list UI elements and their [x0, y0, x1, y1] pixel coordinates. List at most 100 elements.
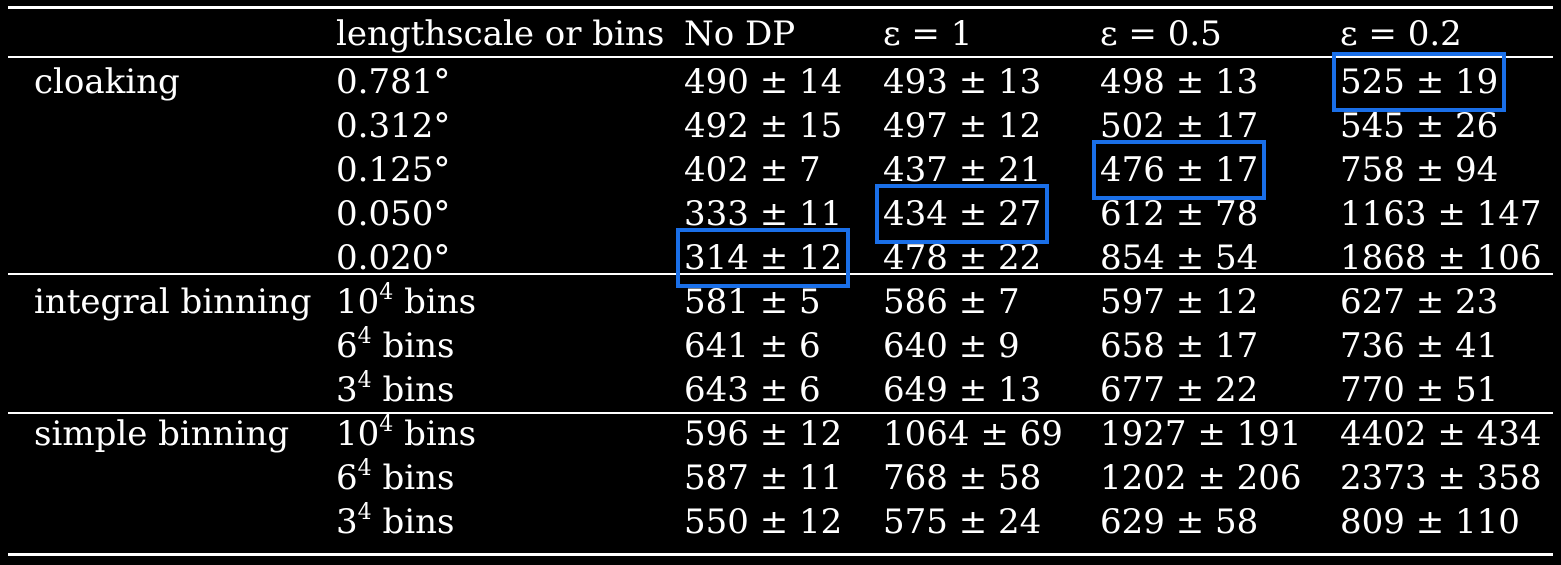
value-cell: 1868 ± 106 [1340, 236, 1561, 280]
setting-cell: 104 bins [336, 412, 684, 456]
value-text: 586 ± 7 [883, 282, 1020, 322]
setting-suffix: bins [393, 282, 477, 322]
value-text: 1868 ± 106 [1340, 238, 1542, 278]
group-label-empty [0, 368, 336, 412]
value-cell: 1927 ± 191 [1100, 412, 1340, 456]
top-rule [8, 6, 1553, 9]
value-cell: 525 ± 19 [1331, 52, 1561, 112]
value-cell: 497 ± 12 [883, 104, 1100, 148]
table-row: 0.020° 314 ± 12 478 ± 22 854 ± 54 1868 ± 106 [0, 228, 1561, 288]
value-text: 641 ± 6 [684, 326, 821, 366]
setting-suffix: bins [371, 370, 455, 410]
setting-suffix: bins [393, 414, 477, 454]
setting-cell: 104 bins [336, 280, 684, 324]
value-cell: 1163 ± 147 [1340, 192, 1561, 236]
value-text: 649 ± 13 [883, 370, 1042, 410]
value-text: 643 ± 6 [684, 370, 821, 410]
value-cell: 437 ± 21 [883, 148, 1100, 192]
value-text: 1202 ± 206 [1100, 458, 1302, 498]
setting-cell: 34 bins [336, 500, 684, 544]
value-text: 545 ± 26 [1340, 106, 1499, 146]
setting-cell: 0.781° [336, 62, 451, 102]
setting-exponent: 4 [357, 456, 372, 481]
setting-cell: 0.050° [336, 194, 451, 234]
value-text: 587 ± 11 [684, 458, 843, 498]
group-label-empty [0, 236, 336, 280]
value-cell: 629 ± 58 [1100, 500, 1340, 544]
highlighted-value: 434 ± 27 [874, 184, 1050, 244]
header-row: lengthscale or bins No DP ε = 1 ε = 0.5 … [0, 8, 1561, 60]
value-cell: 498 ± 13 [1100, 60, 1340, 104]
value-text: 490 ± 14 [684, 62, 843, 102]
value-text: 770 ± 51 [1340, 370, 1499, 410]
header-eps05-col: ε = 0.5 [1100, 14, 1222, 54]
value-cell: 649 ± 13 [883, 368, 1100, 412]
value-cell: 493 ± 13 [883, 60, 1100, 104]
value-text: 736 ± 41 [1340, 326, 1499, 366]
group-label-empty [0, 192, 336, 236]
table-row: 0.050° 333 ± 11 434 ± 27 612 ± 78 1163 ± 147 [0, 184, 1561, 244]
group-label-empty [0, 324, 336, 368]
value-text: 1064 ± 69 [883, 414, 1063, 454]
value-cell: 596 ± 12 [684, 412, 883, 456]
value-cell: 758 ± 94 [1340, 148, 1561, 192]
setting-cell: 0.312° [336, 106, 451, 146]
value-text: 575 ± 24 [883, 502, 1042, 542]
table-body: cloaking 0.781° 490 ± 14 493 ± 13 498 ± 13 52… [0, 52, 1561, 544]
header-setting-col: lengthscale or bins [336, 14, 665, 54]
setting-exponent: 4 [357, 324, 372, 349]
value-cell: 768 ± 58 [883, 456, 1100, 500]
value-text: 596 ± 12 [684, 414, 843, 454]
value-text: 612 ± 78 [1100, 194, 1259, 234]
value-cell: 476 ± 17 [1091, 140, 1340, 200]
value-text: 658 ± 17 [1100, 326, 1259, 366]
setting-cell: 34 bins [336, 368, 684, 412]
value-text: 497 ± 12 [883, 106, 1042, 146]
value-cell: 314 ± 12 [675, 228, 883, 288]
setting-cell: 0.020° [336, 238, 451, 278]
value-cell: 597 ± 12 [1100, 280, 1340, 324]
value-cell: 640 ± 9 [883, 324, 1100, 368]
group-label-empty [0, 104, 336, 148]
table-row: 0.125° 402 ± 7 437 ± 21 476 ± 17 758 ± 94 [0, 140, 1561, 200]
value-text: 809 ± 110 [1340, 502, 1520, 542]
header-eps1-col: ε = 1 [883, 14, 973, 54]
value-cell: 612 ± 78 [1100, 192, 1340, 236]
setting-base: 3 [336, 502, 358, 542]
value-text: 333 ± 11 [684, 194, 843, 234]
table-row: 64 bins 587 ± 11 768 ± 58 1202 ± 206 2373 ± … [0, 456, 1561, 500]
group-rule-2 [8, 412, 1553, 414]
setting-base: 6 [336, 326, 358, 366]
highlighted-value: 476 ± 17 [1091, 140, 1267, 200]
value-text: 550 ± 12 [684, 502, 843, 542]
highlighted-value: 314 ± 12 [675, 228, 851, 288]
setting-base: 6 [336, 458, 358, 498]
group-label-empty [0, 500, 336, 544]
setting-exponent: 4 [379, 412, 394, 437]
value-cell: 502 ± 17 [1100, 104, 1340, 148]
group-label: cloaking [34, 62, 180, 102]
value-cell: 492 ± 15 [684, 104, 883, 148]
setting-exponent: 4 [357, 368, 372, 393]
value-text: 758 ± 94 [1340, 150, 1499, 190]
value-text: 629 ± 58 [1100, 502, 1259, 542]
value-text: 1927 ± 191 [1100, 414, 1302, 454]
table-row: 0.312° 492 ± 15 497 ± 12 502 ± 17 545 ± 26 [0, 104, 1561, 148]
value-text: 677 ± 22 [1100, 370, 1259, 410]
value-cell: 809 ± 110 [1340, 500, 1561, 544]
value-text: 640 ± 9 [883, 326, 1020, 366]
value-cell: 550 ± 12 [684, 500, 883, 544]
value-text: 768 ± 58 [883, 458, 1042, 498]
setting-base: 10 [336, 282, 380, 322]
value-text: 402 ± 7 [684, 150, 821, 190]
value-cell: 490 ± 14 [684, 60, 883, 104]
setting-suffix: bins [371, 326, 455, 366]
header-eps02-col: ε = 0.2 [1340, 14, 1462, 54]
value-text: 437 ± 21 [883, 150, 1042, 190]
value-cell: 4402 ± 434 [1340, 412, 1561, 456]
value-cell: 641 ± 6 [684, 324, 883, 368]
table-row: 64 bins 641 ± 6 640 ± 9 658 ± 17 736 ± 41 [0, 324, 1561, 368]
setting-suffix: bins [371, 458, 455, 498]
value-cell: 854 ± 54 [1100, 236, 1340, 280]
setting-cell: 64 bins [336, 456, 684, 500]
